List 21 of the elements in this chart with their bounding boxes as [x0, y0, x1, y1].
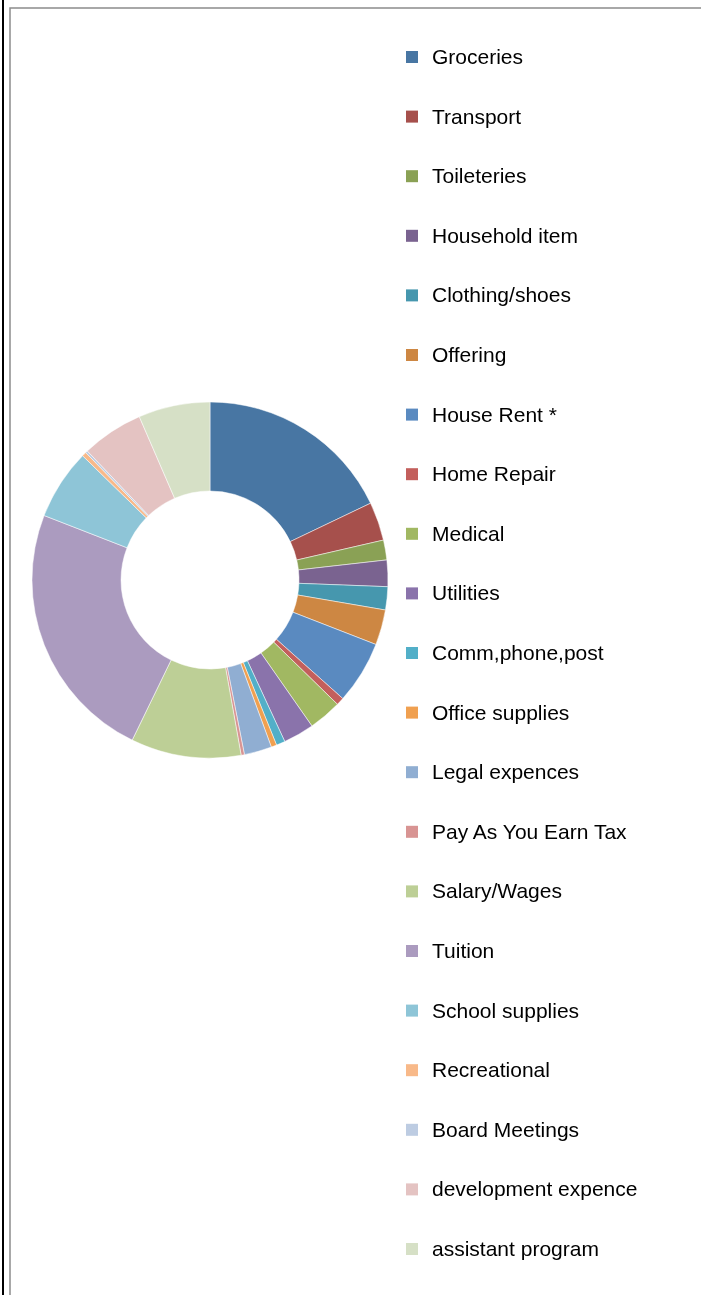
legend-label: Salary/Wages	[432, 879, 562, 903]
legend-label: Household item	[432, 223, 578, 247]
legend-label: Pay As You Earn Tax	[432, 819, 628, 843]
legend-label: Home Repair	[432, 462, 556, 486]
legend-label: Groceries	[432, 45, 524, 68]
legend-label: Medical	[432, 521, 505, 545]
legend-label: Offering	[432, 343, 507, 366]
legend-label: School supplies	[432, 998, 580, 1022]
legend-label: Recreational	[432, 1058, 550, 1082]
legend-label: House Rent *	[432, 402, 557, 426]
legend-label: assistant program	[432, 1237, 599, 1260]
legend-label: development expence	[432, 1177, 638, 1201]
legend-label: Utilities	[432, 581, 500, 605]
legend-label: Transport	[432, 104, 522, 128]
legend-label: Toileteries	[432, 164, 527, 188]
legend-label: Board Meetings	[432, 1117, 580, 1141]
legend-label: Legal expences	[432, 760, 580, 784]
legend-label: Office supplies	[432, 700, 570, 724]
legend-label: Comm,phone,post	[432, 641, 604, 664]
legend-label: Tuition	[432, 939, 495, 962]
legend-label: Clothing/shoes	[432, 283, 571, 307]
